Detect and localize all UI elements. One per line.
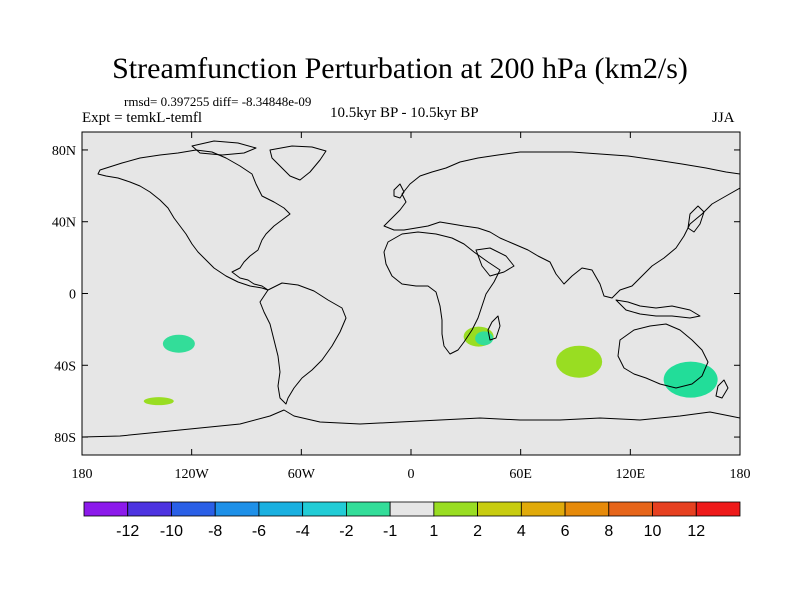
coast-antarctica — [82, 409, 740, 438]
coast-eurasia — [383, 151, 740, 299]
x-axis: 180 120W 60W 0 60E 120E 180 — [72, 132, 751, 482]
coast-new-zealand — [715, 379, 729, 399]
y-tick-label: 80N — [52, 144, 76, 159]
colorbar-swatch — [433, 501, 479, 517]
colorbar-label: -4 — [296, 523, 310, 540]
coast-maritime — [615, 299, 701, 319]
colorbar-label: 6 — [561, 523, 570, 540]
y-axis: 80N 40N 0 40S 80S — [52, 144, 740, 446]
x-tick-label: 120E — [616, 467, 646, 482]
x-tick-label: 60E — [509, 467, 532, 482]
y-tick-label: 40N — [52, 216, 76, 231]
colorbar-label: 12 — [687, 523, 705, 540]
anomaly-mozambique-channel — [475, 331, 494, 346]
colorbar-swatch — [695, 501, 741, 517]
colorbar-swatch — [345, 501, 391, 517]
colorbar-label: 10 — [644, 523, 662, 540]
colorbar-label: -8 — [208, 523, 222, 540]
colorbar-swatch — [258, 501, 304, 517]
y-tick-label: 0 — [69, 288, 76, 303]
colorbar-swatch — [171, 501, 216, 517]
colorbar-label: -12 — [116, 523, 139, 540]
colorbar-label: 4 — [517, 523, 526, 540]
colorbar-label: -1 — [383, 523, 397, 540]
center-label: 10.5kyr BP - 10.5kyr BP — [330, 105, 479, 121]
coast-africa — [383, 231, 501, 355]
x-tick-label: 120W — [175, 467, 210, 482]
colorbar-swatch — [608, 501, 653, 517]
map-background — [82, 132, 740, 455]
colorbar-swatch — [214, 501, 260, 517]
colorbar-swatch — [564, 501, 610, 517]
x-tick-label: 180 — [72, 467, 93, 482]
coast-south-america — [259, 282, 347, 405]
colorbar-label: -10 — [160, 523, 183, 540]
colorbar-label: -2 — [339, 523, 353, 540]
colorbar-label: 2 — [473, 523, 482, 540]
coast-japan — [687, 205, 705, 233]
colorbar-swatch — [127, 501, 172, 517]
x-tick-label: 0 — [408, 467, 415, 482]
colorbar-label: -6 — [252, 523, 266, 540]
stats-text: rmsd= 0.397255 diff= -8.34848e-09 — [124, 94, 312, 109]
colorbar-swatch — [302, 501, 347, 517]
anomaly-south-pacific-far — [143, 397, 174, 406]
coast-australia — [617, 323, 709, 389]
colorbar-label: 8 — [604, 523, 613, 540]
chart-title: Streamfunction Perturbation at 200 hPa (… — [112, 52, 688, 85]
colorbar-label: 1 — [429, 523, 438, 540]
coast-madagascar — [487, 315, 501, 341]
anomaly-indian-ocean — [556, 345, 603, 378]
coast-north-america — [97, 149, 291, 291]
coast-british-isles — [393, 183, 405, 199]
experiment-label: Expt = temkL-temfl — [82, 110, 203, 126]
y-tick-label: 80S — [54, 431, 76, 446]
season-label: JJA — [712, 110, 735, 126]
colorbar-swatch — [83, 501, 129, 517]
colorbar-swatch — [477, 501, 522, 517]
y-tick-label: 40S — [54, 359, 76, 374]
colorbar-swatch — [652, 501, 697, 517]
colorbar-swatch — [520, 501, 566, 517]
x-tick-label: 180 — [730, 467, 751, 482]
coastlines — [82, 140, 740, 438]
anomaly-south-of-australia — [663, 361, 718, 398]
coast-greenland — [269, 145, 327, 181]
x-tick-label: 60W — [288, 467, 316, 482]
colorbar-swatch — [389, 501, 435, 517]
coast-arctic-islands — [191, 140, 257, 156]
anomaly-south-pacific-west — [162, 334, 195, 353]
coast-arabia — [475, 247, 515, 277]
colorbar: -12 -10 -8 -6 -4 -2 -1 1 2 4 6 8 10 12 — [83, 501, 741, 540]
